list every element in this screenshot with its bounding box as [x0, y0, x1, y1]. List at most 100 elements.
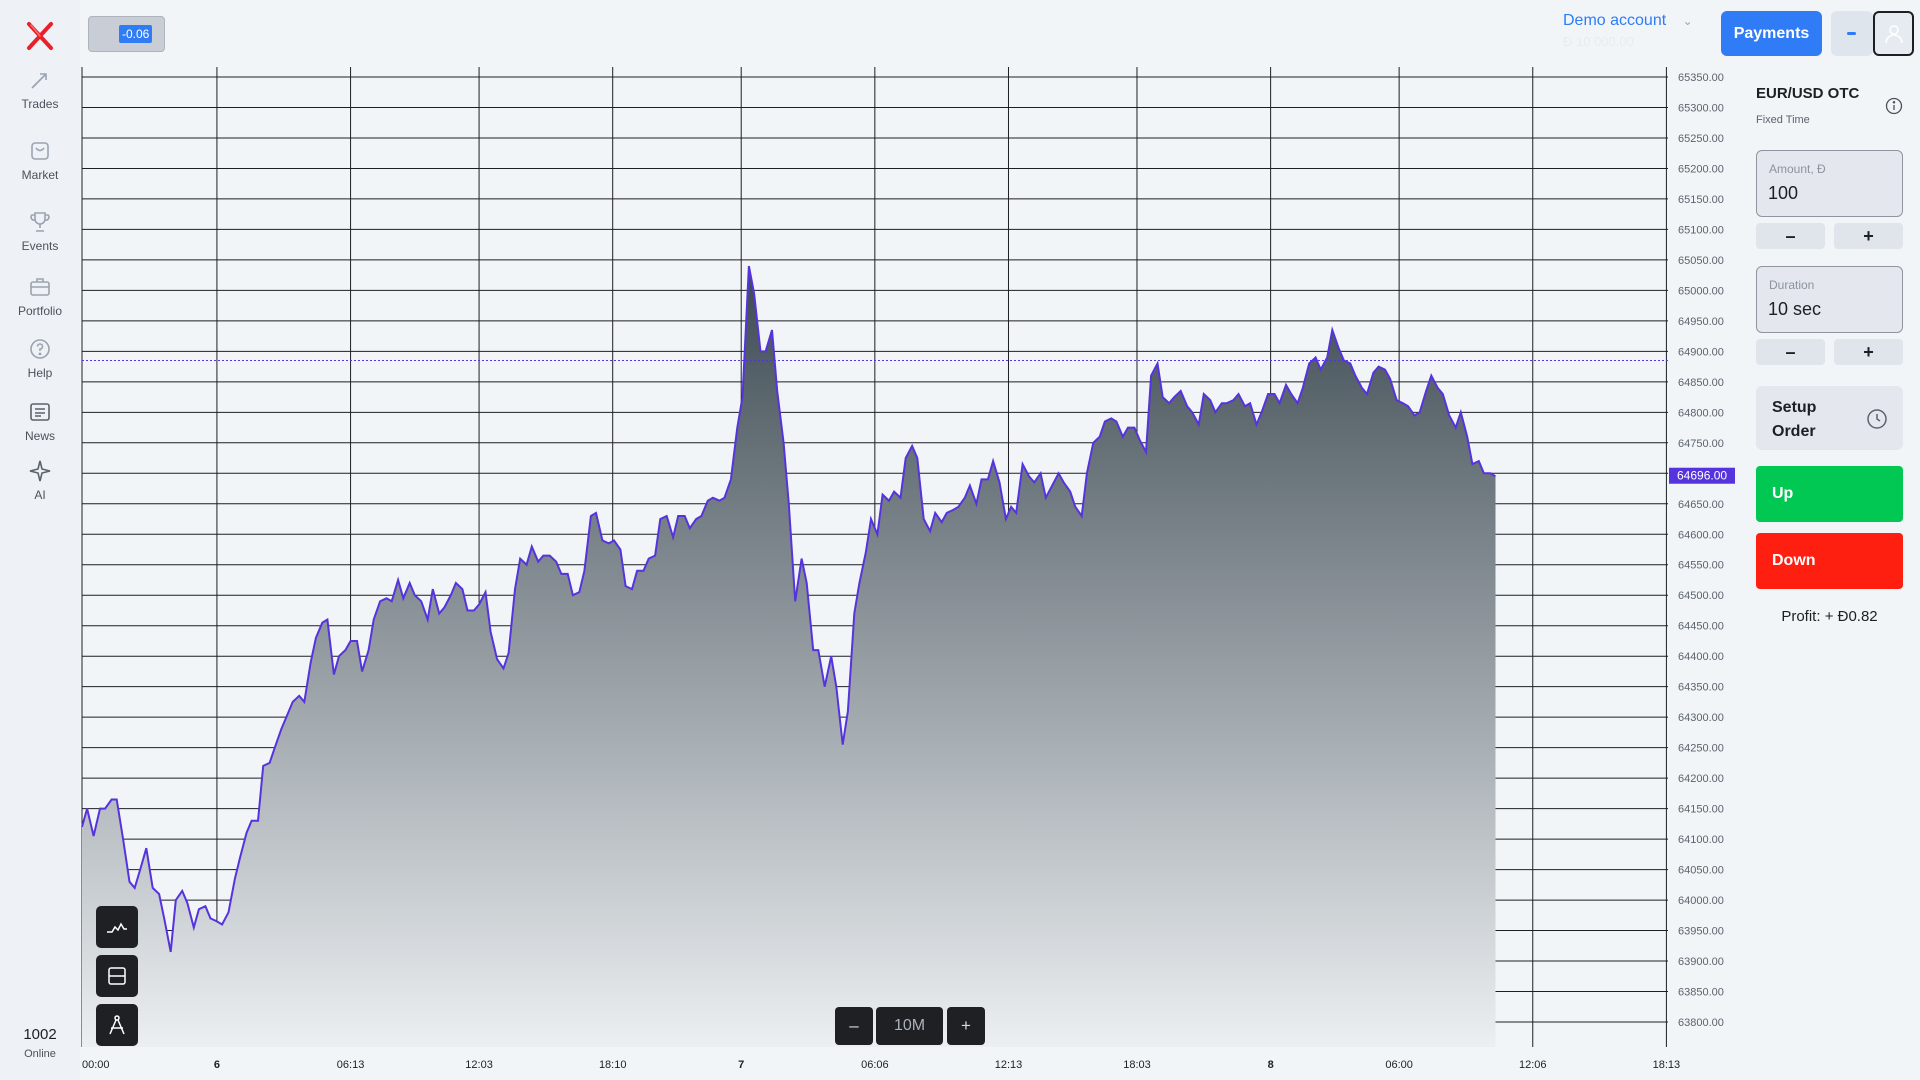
- x-tick-label: 8: [1268, 1059, 1274, 1071]
- price-area-fill: [82, 266, 1496, 1047]
- price-line: [81, 265, 1497, 953]
- y-tick-label: 65350.00: [1678, 72, 1724, 84]
- bag-icon: [31, 142, 49, 160]
- y-tick-label: 63800.00: [1678, 1017, 1724, 1029]
- y-tick-label: 63950.00: [1678, 926, 1724, 938]
- x-tick-label: 06:13: [337, 1059, 365, 1071]
- amount-decrease-button[interactable]: –: [1756, 223, 1825, 249]
- down-button[interactable]: Down: [1756, 533, 1903, 589]
- y-tick-label: 64200.00: [1678, 773, 1724, 785]
- y-tick-label: 64150.00: [1678, 804, 1724, 816]
- y-tick-label: 64500.00: [1678, 590, 1724, 602]
- amount-label: Amount, Đ: [1769, 162, 1826, 176]
- info-icon[interactable]: [1885, 97, 1903, 115]
- y-tick-label: 65250.00: [1678, 133, 1724, 145]
- sidebar-item-label: Portfolio: [17, 304, 63, 318]
- drawing-tools-button[interactable]: [96, 1004, 138, 1046]
- sidebar-item-news[interactable]: News: [0, 400, 80, 443]
- sidebar-item-help[interactable]: Help: [0, 337, 80, 380]
- chevron-down-icon: ⌄: [1682, 14, 1693, 28]
- y-tick-label: 64300.00: [1678, 712, 1724, 724]
- duration-decrease-button[interactable]: –: [1756, 339, 1825, 365]
- amount-field[interactable]: Amount, Đ: [1756, 150, 1903, 217]
- y-tick-label: 64600.00: [1678, 529, 1724, 541]
- sidebar-item-label: Trades: [21, 97, 59, 111]
- sidebar-item-events[interactable]: Events: [0, 210, 80, 253]
- x-tick-label: 12:03: [465, 1059, 493, 1071]
- duration-input[interactable]: [1768, 299, 1893, 320]
- duration-label: Duration: [1769, 278, 1815, 292]
- y-tick-label: 65300.00: [1678, 102, 1724, 114]
- y-tick-label: 64550.00: [1678, 560, 1724, 572]
- y-tick-label: 64400.00: [1678, 651, 1724, 663]
- sidebar-item-label: AI: [34, 488, 46, 502]
- account-selector[interactable]: Demo account ⌄ Đ 10 000.00: [1563, 12, 1693, 49]
- user-icon: [1885, 25, 1903, 44]
- x-tick-label: 12:13: [995, 1059, 1023, 1071]
- account-name: Demo account: [1563, 12, 1667, 29]
- amount-increase-button[interactable]: +: [1834, 223, 1903, 249]
- y-tick-label: 64950.00: [1678, 316, 1724, 328]
- y-tick-label: 65000.00: [1678, 285, 1724, 297]
- y-tick-label: 65050.00: [1678, 255, 1724, 267]
- y-tick-label: 64900.00: [1678, 346, 1724, 358]
- duration-field[interactable]: Duration: [1756, 266, 1903, 333]
- y-tick-label: 65200.00: [1678, 163, 1724, 175]
- briefcase-icon: [30, 278, 50, 296]
- duration-increase-button[interactable]: +: [1834, 339, 1903, 365]
- loading-indicator-icon: [1847, 32, 1856, 35]
- online-counter: 1002 Online: [0, 1026, 80, 1060]
- loading-button[interactable]: [1831, 11, 1873, 56]
- panel-icon: [108, 967, 126, 985]
- sidebar-item-market[interactable]: Market: [0, 139, 80, 182]
- sidebar-item-ai[interactable]: AI: [0, 459, 80, 502]
- current-price-label: 64696.00: [1677, 469, 1727, 483]
- question-icon: [30, 339, 50, 359]
- y-tick-label: 64800.00: [1678, 407, 1724, 419]
- indicators-button[interactable]: [96, 955, 138, 997]
- x-tick-label: 06:06: [861, 1059, 889, 1071]
- amount-input[interactable]: [1768, 183, 1893, 204]
- price-change-badge: -0.06: [119, 25, 153, 43]
- y-tick-label: 64750.00: [1678, 438, 1724, 450]
- timeframe-label[interactable]: 10M: [876, 1007, 943, 1045]
- newspaper-icon: [30, 403, 50, 421]
- y-tick-label: 64450.00: [1678, 621, 1724, 633]
- x-tick-label: 06:00: [1385, 1059, 1413, 1071]
- payments-button[interactable]: Payments: [1721, 11, 1822, 56]
- y-tick-label: 64000.00: [1678, 895, 1724, 907]
- zoom-in-button[interactable]: +: [947, 1007, 985, 1045]
- up-button[interactable]: Up: [1756, 466, 1903, 522]
- sidebar-item-portfolio[interactable]: Portfolio: [0, 275, 80, 318]
- trade-mode: Fixed Time: [1756, 114, 1810, 126]
- x-tick-label: 18:13: [1653, 1059, 1681, 1071]
- sparkle-icon: [29, 460, 51, 482]
- sidebar-item-trades[interactable]: Trades: [0, 68, 80, 111]
- price-change-box[interactable]: -0.06: [88, 16, 165, 52]
- y-axis-labels: 65350.00 65300.00 65250.00 65200.00 65150.00…: [1678, 72, 1724, 1029]
- y-tick-label: 65100.00: [1678, 224, 1724, 236]
- zoom-out-button[interactable]: –: [835, 1007, 873, 1045]
- y-tick-label: 64250.00: [1678, 743, 1724, 755]
- y-tick-label: 64050.00: [1678, 865, 1724, 877]
- x-logo-icon[interactable]: [20, 16, 60, 56]
- x-tick-label: 00:00: [82, 1059, 110, 1071]
- clock-icon: [1867, 409, 1887, 429]
- online-count: 1002: [23, 1026, 57, 1043]
- setup-order-button[interactable]: Setup Order: [1756, 386, 1903, 450]
- profit-label: Profit: + Đ0.82: [1781, 608, 1878, 625]
- online-label: Online: [24, 1048, 56, 1060]
- y-tick-label: 64650.00: [1678, 499, 1724, 511]
- x-tick-label: 12:06: [1519, 1059, 1547, 1071]
- sidebar-item-label: Help: [27, 366, 53, 380]
- x-axis-labels: 00:00 6 06:13 12:03 18:10 7 06:06 12:13 18:03 8 06…: [82, 1059, 1680, 1071]
- setup-order-label: Setup Order: [1772, 399, 1817, 440]
- chart-type-button[interactable]: [96, 906, 138, 948]
- arrows-icon: [31, 73, 47, 89]
- asset-name[interactable]: EUR/USD OTC: [1756, 85, 1860, 102]
- account-balance: Đ 10 000.00: [1563, 34, 1634, 49]
- sidebar-item-label: Events: [21, 239, 59, 253]
- sidebar: Trades Market Events Portfolio Help News: [0, 0, 80, 1080]
- profile-button[interactable]: [1873, 11, 1914, 56]
